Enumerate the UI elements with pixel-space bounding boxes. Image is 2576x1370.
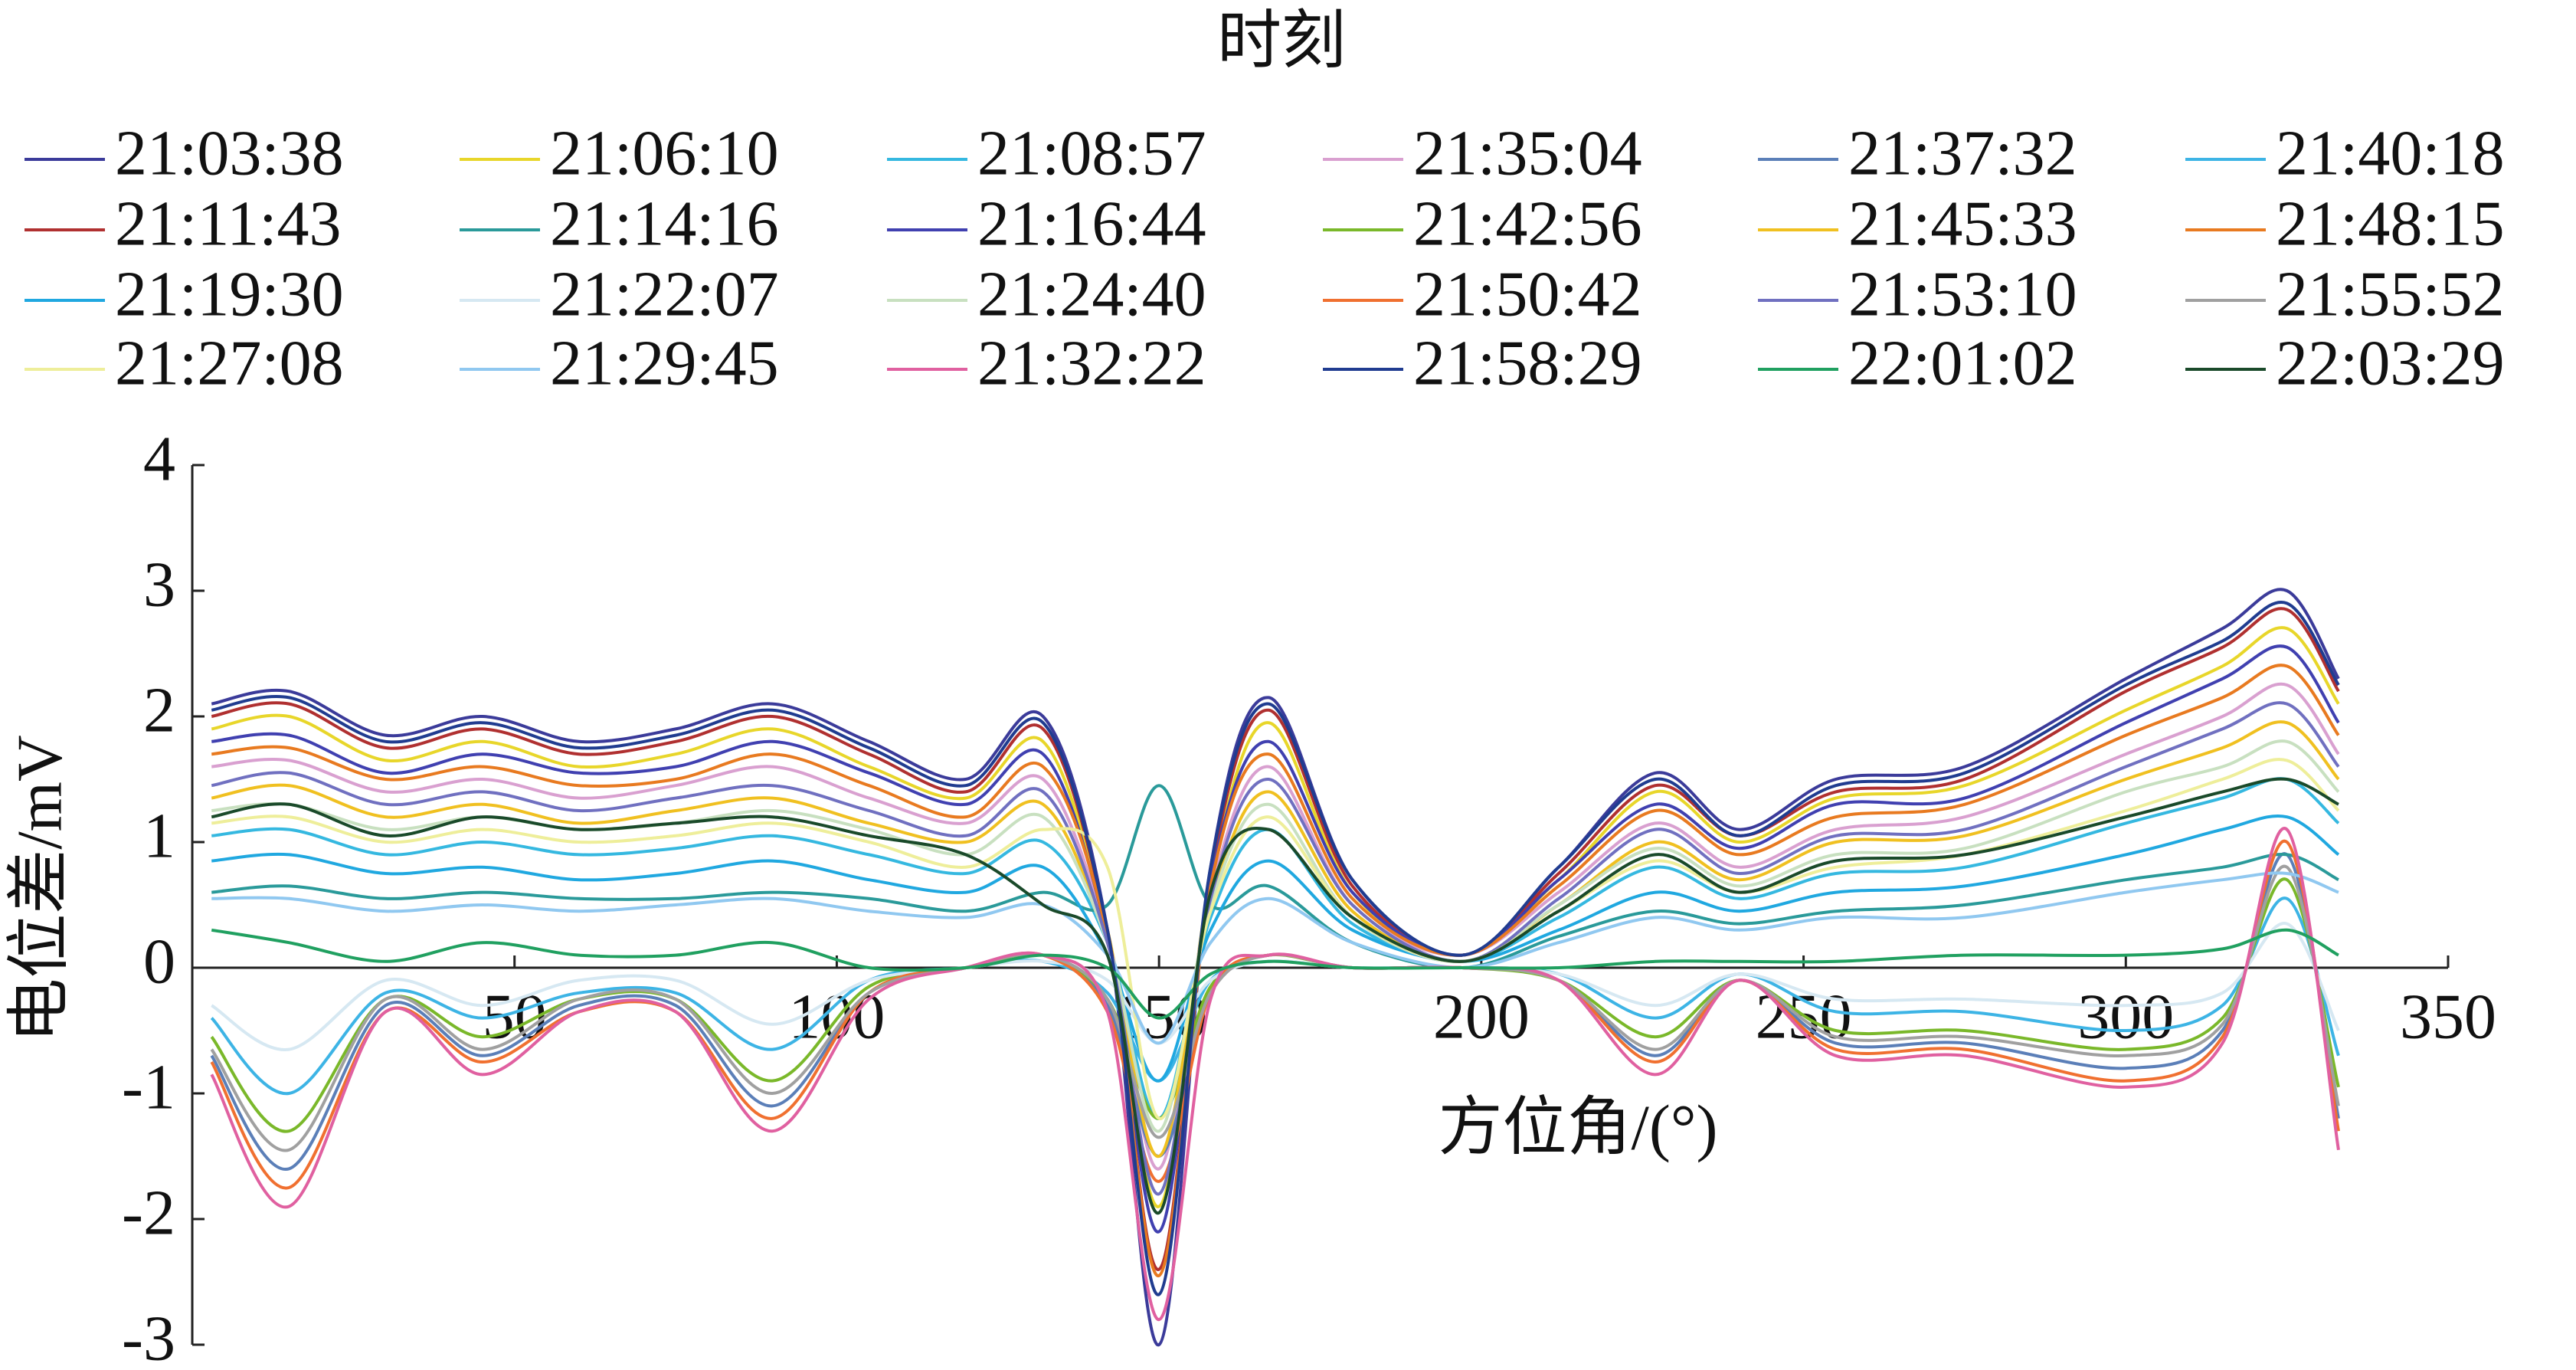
series-line (211, 928, 2339, 1020)
series-line (210, 864, 2340, 1152)
legend-label: 21:53:10 (1848, 258, 2077, 329)
legend-label: 21:48:15 (2276, 188, 2505, 259)
legend-label: 21:32:22 (977, 327, 1206, 398)
legend-label: 21:37:32 (1848, 117, 2077, 188)
legend-label: 21:08:57 (977, 117, 1206, 188)
series-line (211, 814, 2340, 1083)
y-tick-label: 3 (143, 549, 175, 620)
x-tick-label: 300 (2077, 981, 2174, 1052)
legend-label: 21:45:33 (1848, 188, 2077, 259)
legend-label: 21:29:45 (550, 327, 779, 398)
y-tick-label: 0 (143, 926, 175, 997)
series-line (211, 664, 2340, 1277)
legend-label: 21:35:04 (1413, 117, 1642, 188)
series-line (211, 922, 2340, 1051)
series-line (211, 720, 2340, 1158)
legend-label: 21:22:07 (550, 258, 779, 329)
legend-label: 21:40:18 (2276, 117, 2505, 188)
legend-label: 21:58:29 (1413, 327, 1642, 398)
legend-title: 时刻 (1217, 5, 1346, 77)
series-line (211, 871, 2339, 1045)
y-tick-label: -3 (122, 1303, 175, 1370)
legend-label: 22:03:29 (2276, 327, 2505, 398)
series-line (210, 877, 2340, 1133)
legend-label: 21:16:44 (977, 188, 1206, 259)
legend-label: 21:55:52 (2276, 258, 2505, 329)
series-line (211, 758, 2340, 1120)
legend-label: 21:50:42 (1413, 258, 1642, 329)
legend-label: 21:27:08 (115, 327, 344, 398)
y-tick-label: -1 (122, 1051, 175, 1123)
y-tick-label: 4 (143, 423, 175, 494)
legend-label: 21:19:30 (115, 258, 344, 329)
legend-label: 21:03:38 (115, 117, 344, 188)
series-line (211, 777, 2340, 1120)
y-tick-label: 2 (143, 674, 175, 746)
legend-label: 21:14:16 (550, 188, 779, 259)
legend-label: 21:24:40 (977, 258, 1206, 329)
legend-label: 21:42:56 (1413, 188, 1642, 259)
y-tick-label: -2 (122, 1177, 175, 1248)
series-line (211, 777, 2339, 1214)
legend-label: 21:06:10 (550, 117, 779, 188)
y-tick-label: 1 (143, 800, 175, 871)
series-line (210, 827, 2340, 1322)
x-tick-label: 350 (2400, 981, 2496, 1052)
y-axis-label: 电位差/mV (4, 735, 75, 1042)
x-axis-label: 方位角/(°) (1439, 1092, 1718, 1163)
legend-label: 22:01:02 (1848, 327, 2077, 398)
x-tick-label: 200 (1433, 981, 1530, 1052)
legend-label: 21:11:43 (115, 188, 342, 259)
